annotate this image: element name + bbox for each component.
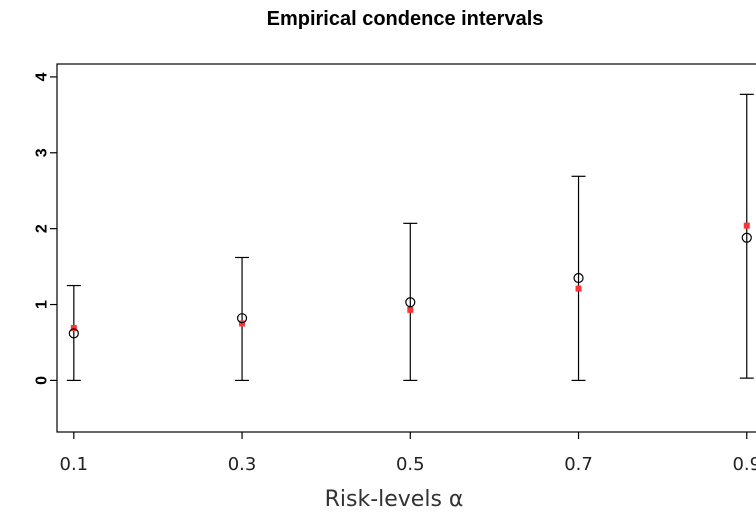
- confidence-interval: [235, 256, 250, 382]
- confidence-interval: [571, 175, 586, 382]
- red-point: [239, 320, 246, 327]
- chart-title: Empirical condence intervals: [267, 8, 544, 30]
- y-tick-label: 1: [34, 300, 51, 309]
- red-point: [70, 325, 77, 332]
- data-marks: [66, 93, 754, 382]
- confidence-interval: [66, 284, 81, 382]
- y-tick-label: 3: [34, 148, 51, 157]
- x-tick-label: 0.1: [60, 454, 89, 475]
- red-point: [743, 222, 750, 229]
- x-axis-label: Risk-levels α: [325, 487, 464, 512]
- y-tick-label: 4: [34, 72, 51, 81]
- confidence-interval: [739, 93, 754, 379]
- black-point: [236, 313, 248, 324]
- x-tick-label: 0.7: [564, 454, 593, 475]
- black-point: [68, 328, 79, 339]
- black-point: [741, 232, 752, 243]
- plot-frame: [56, 63, 756, 433]
- red-point: [407, 306, 414, 313]
- x-tick-label: 0.9: [732, 454, 756, 475]
- x-tick-label: 0.5: [396, 454, 425, 475]
- x-tick-label: 0.3: [228, 454, 257, 475]
- black-point: [405, 297, 416, 308]
- y-tick-label: 2: [34, 224, 51, 233]
- y-axis: 0 1 2 3 4: [34, 72, 57, 385]
- x-axis: 0.1 0.3 0.5 0.7 0.9: [60, 432, 756, 475]
- red-point: [575, 285, 582, 292]
- confidence-interval: [403, 222, 418, 382]
- y-tick-label: 0: [34, 376, 51, 385]
- black-point: [573, 272, 584, 284]
